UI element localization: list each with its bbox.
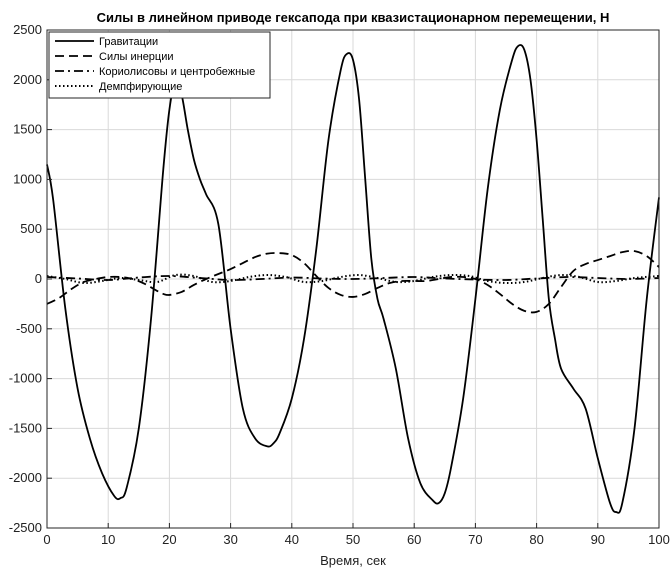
x-tick-label: 50 — [346, 532, 360, 547]
x-tick-label: 0 — [43, 532, 50, 547]
legend: Гравитации Силы инерции Кориолисовы и цент… — [48, 31, 271, 99]
x-tick-label: 30 — [223, 532, 237, 547]
y-tick-label: -1500 — [9, 420, 42, 435]
x-tick-label: 20 — [162, 532, 176, 547]
x-tick-label: 70 — [468, 532, 482, 547]
y-tick-label: 0 — [35, 271, 42, 286]
x-tick-label: 60 — [407, 532, 421, 547]
x-tick-label: 100 — [648, 532, 670, 547]
y-tick-label: 1000 — [13, 171, 42, 186]
series-layer — [46, 44, 660, 514]
series-line-inertia — [46, 249, 660, 314]
x-tick-label: 40 — [285, 532, 299, 547]
ticks: 0 10 20 30 40 50 60 70 80 90 100 -2500 -2000 -1500 -10… — [9, 22, 670, 547]
legend-label-coriolis: Кориолисовы и центробежные — [99, 66, 255, 78]
y-tick-label: -1000 — [9, 371, 42, 386]
series-line-damping — [46, 273, 660, 285]
y-tick-label: 2000 — [13, 72, 42, 87]
x-tick-label: 90 — [591, 532, 605, 547]
chart-title: Силы в линейном приводе гексапода при кв… — [97, 10, 610, 25]
x-tick-label: 80 — [529, 532, 543, 547]
legend-label-gravity: Гравитации — [99, 36, 158, 48]
y-tick-label: -500 — [16, 321, 42, 336]
legend-label-inertia: Силы инерции — [99, 51, 174, 63]
series-line-coriolis — [46, 275, 660, 281]
y-tick-label: -2500 — [9, 520, 42, 535]
y-tick-label: 1500 — [13, 122, 42, 137]
y-tick-label: 2500 — [13, 22, 42, 37]
y-tick-label: -2000 — [9, 470, 42, 485]
y-tick-label: 500 — [20, 221, 42, 236]
legend-box — [48, 31, 271, 99]
x-tick-label: 10 — [101, 532, 115, 547]
series-line-gravity — [46, 44, 660, 514]
x-axis-label: Время, сек — [320, 553, 386, 568]
legend-label-damping: Демпфирующие — [99, 81, 182, 93]
